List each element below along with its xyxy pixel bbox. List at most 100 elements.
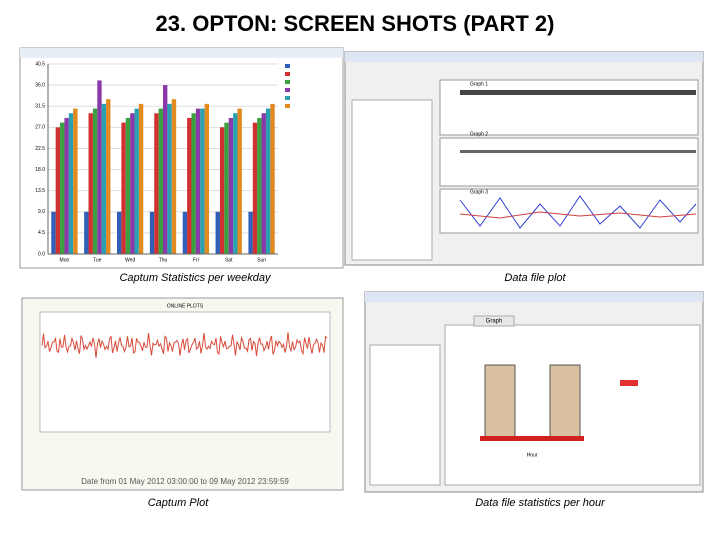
x-axis-label: Hour [527, 452, 538, 458]
bar [88, 113, 93, 254]
trace [460, 150, 696, 153]
bar [237, 108, 242, 254]
x-tick-label: Wed [125, 257, 135, 263]
bar [228, 117, 234, 254]
graph-panel [439, 188, 699, 234]
bar [158, 108, 163, 254]
y-tick-label: 9.0 [38, 209, 45, 215]
data-file-plot-window: Graph 1 Graph 2 Graph 3 [344, 51, 704, 266]
bar [265, 108, 271, 254]
legend-swatch [285, 80, 290, 84]
graph-label: Graph 1 [470, 81, 488, 87]
bar [252, 122, 258, 255]
bar [195, 108, 201, 254]
trace [459, 211, 697, 219]
bar [257, 117, 262, 254]
bar [125, 117, 131, 254]
bar [97, 80, 102, 254]
bar [215, 211, 220, 254]
bar [191, 113, 196, 254]
legend-swatch [620, 380, 638, 386]
legend-swatch [285, 104, 290, 108]
y-tick-label: 0.0 [38, 251, 45, 257]
legend-swatch [285, 96, 290, 100]
bar [84, 211, 89, 254]
bar [134, 108, 139, 254]
y-tick-label: 31.5 [35, 104, 45, 110]
graph-panel [439, 79, 699, 136]
bar [200, 108, 205, 254]
bar [73, 108, 78, 254]
bar [484, 364, 516, 441]
bar [248, 211, 253, 254]
bar [270, 103, 275, 254]
bar [101, 103, 107, 254]
y-tick-label: 18.0 [35, 167, 45, 173]
slide-title: 23. OPTON: SCREEN SHOTS (PART 2) [156, 11, 555, 36]
bar [182, 211, 188, 254]
x-tick-label: Mon [60, 257, 70, 263]
bar [55, 127, 61, 254]
hourly-statistics-window: Graph Hour [364, 291, 704, 493]
trace [460, 90, 696, 95]
bar [117, 211, 122, 254]
graph-panel [439, 137, 699, 187]
y-tick-label: 36.0 [35, 82, 45, 88]
captum-plot-window: ONLINE PLOTS Date from 01 May 2012 03:00… [21, 297, 344, 491]
tab[interactable] [473, 315, 515, 327]
y-tick-label: 22.5 [35, 146, 45, 152]
graph-label: Graph 2 [470, 131, 488, 137]
x-tick-label: Sun [257, 257, 266, 263]
channel-list [369, 344, 441, 486]
trace [41, 332, 328, 359]
plot-area [39, 311, 331, 433]
legend-swatch [285, 64, 290, 68]
y-tick-label: 13.5 [35, 188, 45, 194]
date-range: Date from 01 May 2012 03:00:00 to 09 May… [81, 477, 289, 486]
legend-swatch [285, 72, 290, 76]
caption: Data file statistics per hour [475, 497, 606, 509]
bar [138, 103, 144, 254]
graph-label: Graph 3 [470, 189, 488, 195]
bar [60, 122, 65, 255]
bar [64, 117, 69, 254]
title-bar [365, 292, 703, 302]
plot-title: ONLINE PLOTS [167, 303, 204, 309]
channel-list [351, 99, 433, 261]
bar [171, 99, 177, 255]
bar [549, 364, 581, 441]
bar [219, 127, 225, 254]
weekday-statistics-window: 0.0 4.5 9.0 13.5 18.0 22.5 27.0 31.5 36.0 40.5 Mon… [19, 47, 344, 269]
bar [51, 211, 56, 254]
caption: Captum Statistics per weekday [119, 272, 272, 284]
bar [121, 122, 126, 255]
x-tick-label: Tue [93, 257, 102, 263]
caption: Data file plot [504, 272, 566, 284]
x-tick-label: Fri [193, 257, 199, 263]
tab-label: Graph [486, 319, 503, 325]
bar [204, 103, 209, 254]
bar [167, 103, 172, 254]
bar [154, 113, 159, 254]
trace [459, 195, 697, 229]
x-tick-label: Sat [225, 257, 233, 263]
bar [261, 113, 266, 254]
y-tick-label: 27.0 [35, 125, 45, 131]
bar [149, 211, 155, 254]
title-bar [345, 52, 703, 62]
bar [92, 108, 98, 254]
x-tick-label: Thu [159, 257, 168, 263]
y-tick-label: 4.5 [38, 230, 45, 236]
bar [187, 117, 192, 254]
bar [106, 99, 111, 255]
bar [233, 113, 238, 254]
bar [480, 436, 584, 441]
bar [163, 85, 168, 254]
bar [224, 122, 229, 255]
bar [68, 113, 74, 254]
title-bar [20, 48, 343, 58]
y-tick-label: 40.5 [35, 61, 45, 67]
legend-swatch [285, 88, 290, 92]
bar [130, 113, 135, 254]
